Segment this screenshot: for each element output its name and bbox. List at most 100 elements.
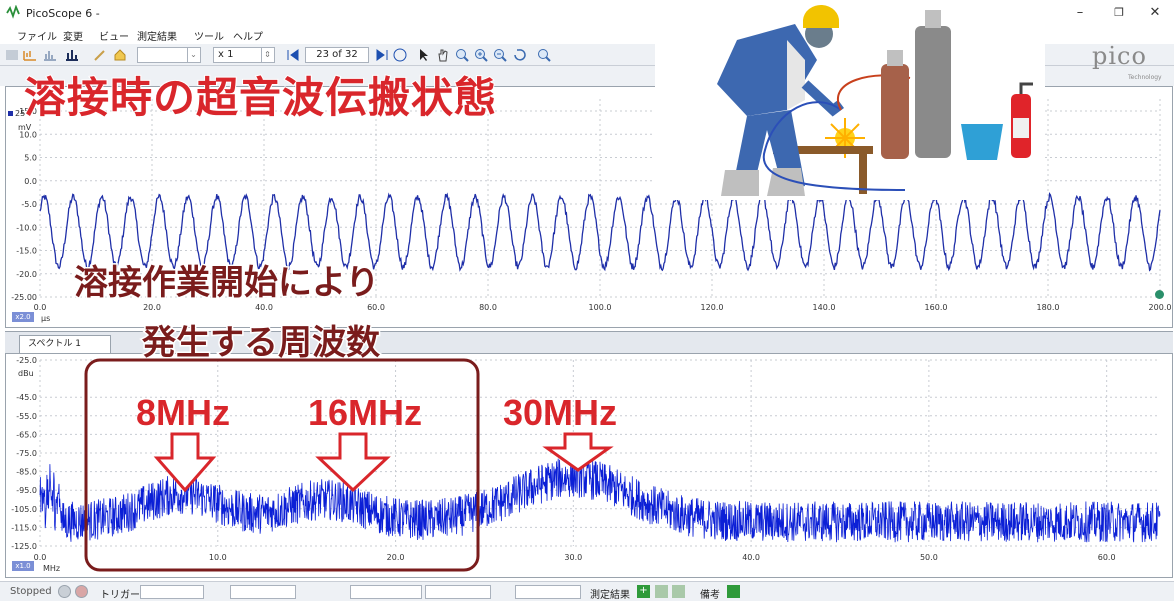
trigger-position-field[interactable]: [425, 585, 491, 599]
scope-y-tick: 10.0: [19, 130, 37, 139]
spectrum-x-tick: 0.0: [34, 553, 47, 562]
scope-x-tick: 180.0: [1037, 303, 1060, 312]
scope-y-tick: -5.0: [21, 200, 37, 209]
trigger-mode-select[interactable]: [140, 585, 204, 599]
spectrum-y-tick: -95.0: [16, 486, 37, 495]
start-button[interactable]: [58, 585, 71, 598]
scope-x-tick: 40.0: [255, 303, 273, 312]
spectrum-view[interactable]: 0.0 10.0 20.0 30.0 40.0 50.0 60.0 -25.0 -45.0 -55…: [5, 353, 1173, 578]
persistence-mode-icon[interactable]: [22, 47, 38, 63]
zoom-value: x 1: [218, 49, 234, 60]
spectrum-y-unit: dBu: [18, 369, 34, 378]
spectrum-x-tick: 40.0: [742, 553, 760, 562]
pointer-icon[interactable]: [416, 47, 432, 63]
zoom-out-icon[interactable]: [492, 47, 508, 63]
overlay-subtitle-1: 溶接作業開始により: [72, 262, 380, 305]
freq-label-30mhz: 30MHz: [503, 392, 618, 433]
spectrum-zoom-badge[interactable]: x1.0: [12, 561, 34, 571]
spectrum-y-tick: -75.0: [16, 449, 37, 458]
scope-mode-icon[interactable]: [4, 47, 20, 63]
scope-y-tick: -25.00: [11, 293, 37, 302]
run-state: Stopped: [10, 586, 52, 597]
zoom-select[interactable]: x 1 ⇕: [213, 47, 275, 63]
spectrum-y-tick: -65.0: [16, 430, 37, 439]
menu-view[interactable]: ビュー: [99, 32, 129, 43]
minimize-button[interactable]: –: [1076, 5, 1084, 20]
spectrum-tab-bar: スペクトル 1: [5, 331, 1173, 354]
menu-help[interactable]: ヘルプ: [233, 32, 263, 43]
scope-y-tick: -20.0: [16, 270, 37, 279]
spectrum-mode-icon[interactable]: [42, 47, 58, 63]
next-buffer-icon[interactable]: [374, 47, 390, 63]
scope-y-tick: -10.0: [16, 223, 37, 232]
trigger-marker-icon[interactable]: [1155, 290, 1164, 299]
menu-file[interactable]: ファイル: [17, 32, 57, 43]
trigger-level-field[interactable]: [350, 585, 422, 599]
trigger-source-select[interactable]: [230, 585, 296, 599]
stop-button[interactable]: [75, 585, 88, 598]
freq-label-16mhz: 16MHz: [308, 392, 423, 433]
pre-trigger-field[interactable]: [515, 585, 581, 599]
zoom-in-icon[interactable]: [473, 47, 489, 63]
probe-select[interactable]: ⌄: [137, 47, 201, 63]
picoscope-logo-icon: [6, 5, 20, 19]
spectrum-y-tick: -105.0: [11, 505, 37, 514]
add-measurement-icon[interactable]: +: [637, 585, 650, 598]
menu-edit[interactable]: 変更: [63, 32, 83, 43]
scope-trace: [39, 192, 1161, 273]
scope-zoom-badge[interactable]: x2.0: [12, 312, 34, 322]
pen-icon[interactable]: [92, 47, 108, 63]
close-button[interactable]: ✕: [1149, 5, 1161, 20]
freq-label-8mhz: 8MHz: [136, 392, 231, 433]
scope-x-tick: 140.0: [813, 303, 836, 312]
restore-button[interactable]: ❐: [1114, 6, 1124, 19]
scope-x-tick: 100.0: [589, 303, 612, 312]
overlay-subtitle-2: 発生する周波数: [141, 322, 382, 365]
undo-zoom-icon[interactable]: [511, 47, 527, 63]
scope-x-tick: 120.0: [701, 303, 724, 312]
scope-y-unit: mV: [18, 123, 32, 132]
spectrum-x-unit: MHz: [43, 564, 61, 573]
spectrum-y-tick: -55.0: [16, 412, 37, 421]
home-icon[interactable]: [112, 47, 128, 63]
spectrum-x-tick: 30.0: [564, 553, 582, 562]
scope-x-tick: 20.0: [143, 303, 161, 312]
delete-measurement-icon[interactable]: [672, 585, 685, 598]
spectrum-y-tick: -85.0: [16, 468, 37, 477]
spark-icon: [825, 118, 865, 158]
spectrum-x-tick: 20.0: [387, 553, 405, 562]
spectrum-y-tick: -125.0: [11, 542, 37, 551]
spectrum-x-tick: 10.0: [209, 553, 227, 562]
scope-x-unit: µs: [41, 314, 51, 323]
buffer-position-field[interactable]: 23 of 32: [305, 47, 369, 63]
scope-x-tick: 60.0: [367, 303, 385, 312]
channel-indicator: 25: [8, 109, 25, 118]
chevron-down-icon: ⌄: [187, 48, 199, 62]
welder-figure-icon: [717, 4, 844, 196]
spectrum-y-tick: -45.0: [16, 393, 37, 402]
edit-measurement-icon[interactable]: [655, 585, 668, 598]
spectrum-x-tick: 50.0: [920, 553, 938, 562]
buffer-position: 23 of 32: [316, 49, 358, 60]
zoom-fit-icon[interactable]: [536, 47, 552, 63]
status-bar: Stopped トリガー 測定結果 + 備考: [0, 581, 1174, 601]
spectrum-x-tick: 60.0: [1098, 553, 1116, 562]
pico-logo: pico: [1092, 42, 1147, 70]
scope-y-tick: 5.0: [24, 154, 37, 163]
notes-toggle-icon[interactable]: [727, 585, 740, 598]
hand-icon[interactable]: [435, 47, 451, 63]
first-buffer-icon[interactable]: [285, 47, 301, 63]
channel-label: 25: [15, 109, 26, 118]
scope-y-tick: -15.0: [16, 247, 37, 256]
add-view-icon[interactable]: [64, 47, 80, 63]
spectrum-y-tick: -25.0: [16, 356, 37, 365]
water-bucket-icon: [961, 124, 1003, 160]
scope-x-tick: 0.0: [34, 303, 47, 312]
compass-icon[interactable]: [392, 47, 408, 63]
tab-spectrum-1[interactable]: スペクトル 1: [19, 335, 111, 354]
zoom-box-icon[interactable]: [454, 47, 470, 63]
pico-logo-sub: Technology: [1128, 74, 1162, 81]
scope-x-tick: 200.0: [1149, 303, 1172, 312]
menu-measurements[interactable]: 測定結果: [137, 32, 177, 43]
menu-tools[interactable]: ツール: [194, 32, 224, 43]
